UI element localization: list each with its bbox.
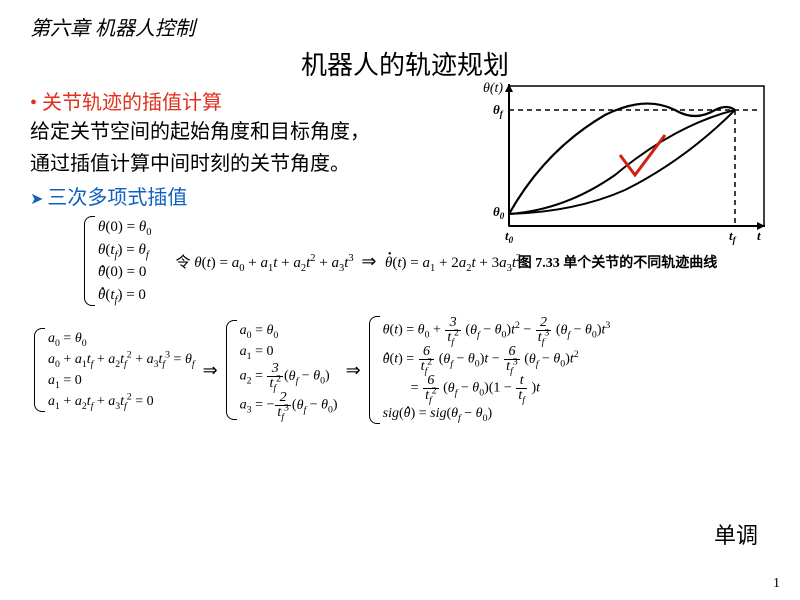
sys1-r2: a0 + a1tf + a2tf2 + a3tf3 = θf: [48, 349, 195, 370]
sys3-r4: sig(θ) = sig(θf − θ0): [383, 403, 611, 424]
implies-2: ⇒: [346, 360, 361, 381]
sys3-r1: θ(t) = θ0 + 3tf2 (θf − θ0)t2 − 2tf3 (θf …: [383, 316, 611, 345]
page-number: 1: [773, 576, 780, 592]
body-line-1: 给定关节空间的起始角度和目标角度，: [30, 117, 430, 147]
constraint-4: θ(tf) = 0: [98, 284, 151, 307]
constraint-3: θ(0) = 0: [98, 261, 151, 284]
system-2: a0 = θ0 a1 = 0 a2 = 3tf2(θf − θ0) a3 = −…: [226, 320, 338, 420]
svg-text:t: t: [757, 228, 761, 243]
system-1: a0 = θ0 a0 + a1tf + a2tf2 + a3tf3 = θf a…: [34, 328, 195, 412]
let-label: 令: [175, 255, 190, 271]
sys2-r1: a0 = θ0: [240, 320, 338, 341]
sys3-r3: = 6tf2 (θf − θ0)(1 − ttf )t: [383, 374, 611, 403]
figure-caption: 图 7.33 单个关节的不同轨迹曲线: [465, 252, 770, 272]
figure-7-33: θ(t) θf θ0 t0 tf t 图 7.33 单个关节的不同轨迹曲线: [465, 80, 770, 272]
trajectory-graph: θ(t) θf θ0 t0 tf t: [465, 80, 770, 245]
implies-1: ⇒: [203, 360, 218, 381]
monotone-label: 单调: [714, 518, 758, 550]
svg-text:tf: tf: [729, 228, 737, 245]
sys3-r2: θ(t) = 6tf2 (θf − θ0)t − 6tf3 (θf − θ0)t…: [383, 345, 611, 374]
svg-text:θf: θf: [493, 102, 504, 119]
svg-text:t0: t0: [505, 228, 514, 245]
sys1-r3: a1 = 0: [48, 370, 195, 391]
page-title: 机器人的轨迹规划: [30, 45, 780, 82]
constraint-1: θ(0) = θ0: [98, 216, 151, 239]
constraint-2: θ(tf) = θf: [98, 239, 151, 262]
sys2-r4: a3 = −2tf3(θf − θ0): [240, 391, 338, 420]
sys2-r2: a1 = 0: [240, 341, 338, 362]
sys2-r3: a2 = 3tf2(θf − θ0): [240, 362, 338, 391]
svg-text:θ0: θ0: [493, 204, 505, 221]
sys1-r4: a1 + a2tf + a3tf2 = 0: [48, 391, 195, 412]
svg-text:θ(t): θ(t): [483, 81, 503, 96]
body-line-2: 通过插值计算中间时刻的关节角度。: [30, 149, 430, 179]
constraints-brace: θ(0) = θ0 θ(tf) = θf θ(0) = 0 θ(tf) = 0: [84, 216, 151, 306]
sys1-r1: a0 = θ0: [48, 328, 195, 349]
system-3: θ(t) = θ0 + 3tf2 (θf − θ0)t2 − 2tf3 (θf …: [369, 316, 611, 424]
chapter-heading: 第六章 机器人控制: [30, 12, 780, 41]
